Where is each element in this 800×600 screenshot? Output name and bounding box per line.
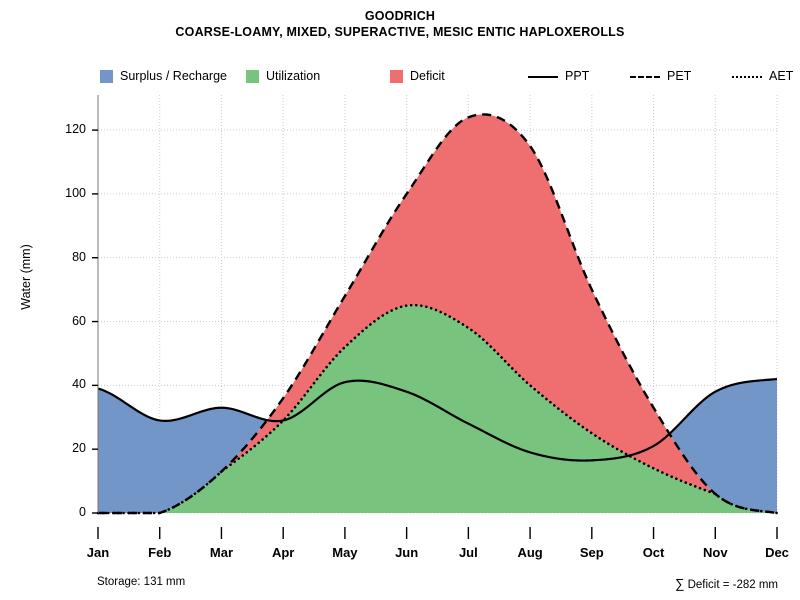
- page-subtitle: COARSE-LOAMY, MIXED, SUPERACTIVE, MESIC …: [175, 25, 625, 39]
- x-tick-label-oct: Oct: [642, 545, 665, 560]
- y-tick-label: 80: [72, 249, 86, 264]
- legend-item-aet: AET: [732, 66, 793, 86]
- ppt-line: [97, 377, 778, 462]
- x-tick-label-aug: Aug: [517, 545, 543, 560]
- x-tick-label-feb: Feb: [148, 545, 172, 560]
- legend-label-surplus: Surplus / Recharge: [120, 69, 228, 83]
- legend-label-aet: AET: [769, 69, 794, 83]
- fill-surplus: [670, 378, 777, 513]
- solid-line-icon: [528, 70, 558, 83]
- legend-item-utilization: Utilization: [246, 66, 320, 86]
- legend-label-deficit: Deficit: [410, 69, 445, 83]
- x-tick-label-nov: Nov: [702, 545, 728, 560]
- surplus-swatch-icon: [100, 69, 113, 83]
- x-tick-label-jan: Jan: [86, 545, 110, 560]
- dashed-line-icon: [630, 70, 660, 83]
- y-tick-label: 40: [72, 377, 86, 392]
- fill-utilization: [98, 305, 777, 513]
- legend-item-ppt: PPT: [528, 66, 589, 86]
- x-tick-label-jun: Jun: [395, 545, 419, 560]
- x-tick-label-apr: Apr: [271, 545, 295, 560]
- y-tick-label: 60: [72, 313, 86, 328]
- y-tick-label: 20: [72, 441, 86, 456]
- deficit-swatch-icon: [390, 69, 403, 83]
- aet-line: [96, 303, 779, 515]
- x-tick-label-mar: Mar: [209, 545, 234, 560]
- sigma-icon: ∑: [675, 576, 685, 591]
- fill-deficit: [223, 114, 714, 494]
- storage-annotation: Storage: 131 mm: [97, 576, 186, 588]
- utilization-swatch-icon: [246, 69, 259, 83]
- x-tick-label-sep: Sep: [579, 545, 604, 560]
- page-title: GOODRICH: [364, 9, 436, 23]
- x-tick-label-dec: Dec: [765, 545, 789, 560]
- chart-legend: Surplus / Recharge Utilization Deficit P…: [100, 66, 793, 86]
- y-tick-label: 100: [65, 185, 86, 200]
- legend-item-pet: PET: [630, 66, 691, 86]
- chart-title-block: GOODRICH COARSE-LOAMY, MIXED, SUPERACTIV…: [0, 8, 800, 40]
- fill-surplus: [98, 388, 267, 513]
- dotted-line-icon: [732, 70, 762, 83]
- y-tick-label: 0: [79, 505, 86, 519]
- legend-label-utilization: Utilization: [266, 69, 321, 83]
- legend-label-pet: PET: [667, 69, 692, 83]
- deficit-annotation: ∑ Deficit = -282 mm: [675, 576, 778, 591]
- x-tick-label-may: May: [332, 545, 358, 560]
- legend-item-surplus: Surplus / Recharge: [100, 66, 227, 86]
- y-tick-label: 120: [65, 122, 86, 137]
- legend-item-deficit: Deficit: [390, 66, 445, 86]
- legend-label-ppt: PPT: [565, 69, 590, 83]
- x-tick-label-jul: Jul: [458, 545, 478, 560]
- deficit-annotation-text: Deficit = -282 mm: [684, 579, 778, 591]
